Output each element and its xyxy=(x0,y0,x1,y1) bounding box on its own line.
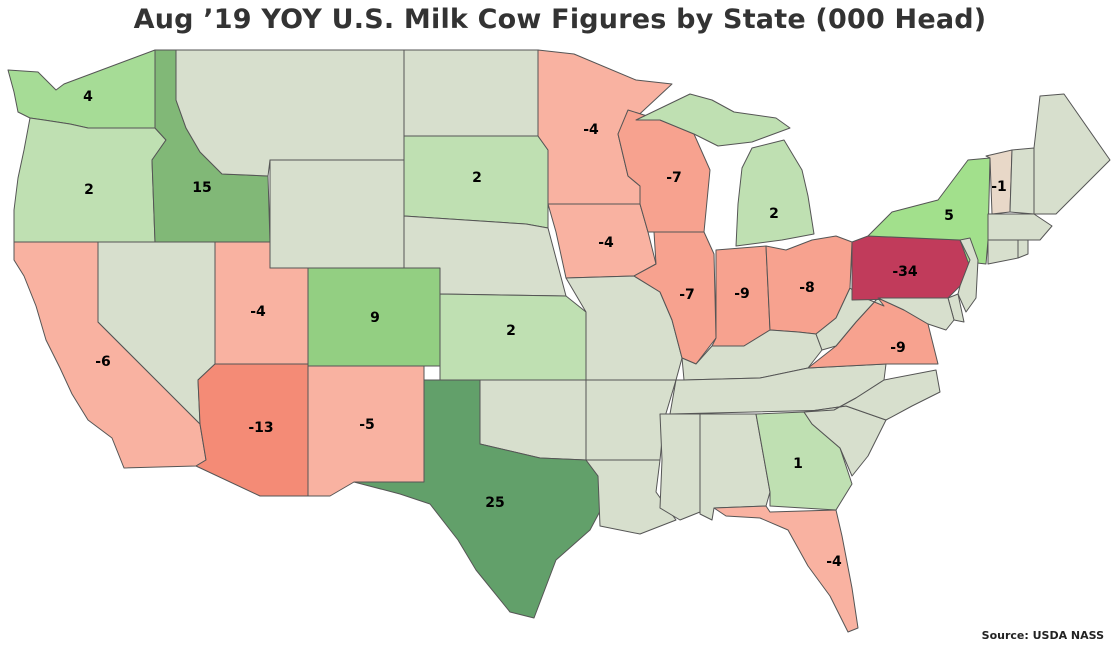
state-wy[interactable] xyxy=(269,159,405,269)
state-label-ca: -6 xyxy=(95,354,111,370)
state-label-wa: 4 xyxy=(83,89,93,105)
state-wv[interactable] xyxy=(815,287,885,351)
state-label-tx: 25 xyxy=(485,495,504,511)
state-label-id: 15 xyxy=(192,180,211,196)
state-label-ia: -4 xyxy=(598,235,614,251)
state-label-wi: -7 xyxy=(666,170,682,186)
state-label-ks: 2 xyxy=(506,323,516,339)
state-label-fl: -4 xyxy=(826,554,842,570)
state-label-sd: 2 xyxy=(472,170,482,186)
source-note: Source: USDA NASS xyxy=(981,629,1104,642)
state-label-in: -9 xyxy=(734,286,750,302)
state-nc[interactable] xyxy=(803,369,941,421)
state-ny[interactable] xyxy=(867,157,991,265)
state-mt[interactable] xyxy=(175,49,405,177)
state-fl[interactable] xyxy=(713,505,859,633)
state-ri[interactable] xyxy=(1017,239,1029,259)
state-la[interactable] xyxy=(585,459,677,535)
state-label-il: -7 xyxy=(679,287,695,303)
state-label-pa: -34 xyxy=(892,264,918,280)
state-ct[interactable] xyxy=(987,239,1019,265)
state-label-ut: -4 xyxy=(250,304,266,320)
state-label-mn: -4 xyxy=(583,122,599,138)
state-tx[interactable] xyxy=(353,379,607,619)
state-me[interactable] xyxy=(1033,93,1111,215)
state-or[interactable] xyxy=(13,117,167,243)
state-label-or: 2 xyxy=(84,182,94,198)
state-md[interactable] xyxy=(877,297,955,331)
state-label-mi: 2 xyxy=(769,206,779,222)
state-ma[interactable] xyxy=(987,213,1053,241)
state-label-az: -13 xyxy=(248,420,273,436)
state-label-ga: 1 xyxy=(793,456,803,472)
state-nj[interactable] xyxy=(957,237,979,313)
state-nh[interactable] xyxy=(1009,147,1035,215)
state-ms[interactable] xyxy=(659,413,701,521)
state-vt[interactable] xyxy=(985,149,1013,215)
state-mi[interactable] xyxy=(735,139,815,247)
state-label-ny: 5 xyxy=(944,208,954,224)
state-label-oh: -8 xyxy=(799,280,815,296)
map-title: Aug ’19 YOY U.S. Milk Cow Figures by Sta… xyxy=(133,4,987,35)
state-label-va: -9 xyxy=(890,340,906,356)
state-nd[interactable] xyxy=(403,49,539,137)
state-label-nm: -5 xyxy=(359,417,375,433)
state-mi-up[interactable] xyxy=(635,93,791,147)
state-label-vt: -1 xyxy=(991,179,1007,195)
state-wa[interactable] xyxy=(7,49,156,129)
state-tn[interactable] xyxy=(669,363,887,415)
state-label-co: 9 xyxy=(370,310,380,326)
